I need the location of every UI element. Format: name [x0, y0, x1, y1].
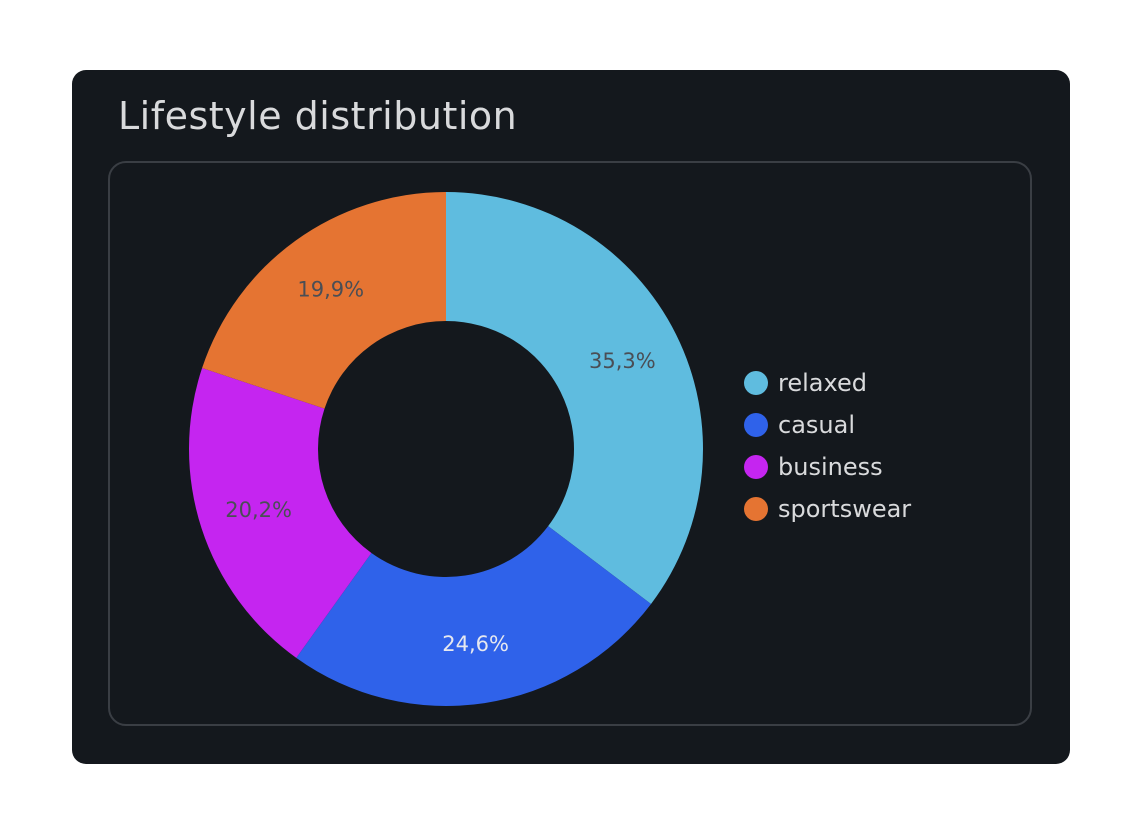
legend-item-relaxed[interactable]: relaxed — [744, 362, 911, 404]
legend-label: business — [778, 453, 883, 481]
legend-swatch — [744, 497, 768, 521]
chart-panel: 35,3% 24,6% 20,2% 19,9% relaxed casual busine… — [108, 161, 1032, 726]
donut-slice-business[interactable] — [188, 368, 372, 658]
legend-label: sportswear — [778, 495, 912, 523]
slice-label-casual: 24,6% — [442, 632, 509, 656]
donut-slice-sportswear[interactable] — [202, 192, 446, 409]
donut-slice-relaxed[interactable] — [446, 192, 703, 604]
slice-label-relaxed: 35,3% — [589, 349, 656, 373]
card-title: Lifestyle distribution — [118, 94, 518, 138]
legend-item-business[interactable]: business — [744, 446, 911, 488]
donut-chart: 35,3% 24,6% 20,2% 19,9% — [188, 192, 703, 706]
slice-label-business: 20,2% — [225, 498, 292, 522]
legend-label: relaxed — [778, 369, 867, 397]
legend-item-sportswear[interactable]: sportswear — [744, 488, 911, 530]
legend-label: casual — [778, 411, 855, 439]
chart-card: Lifestyle distribution 35,3% 24,6% 20,2% 19… — [72, 70, 1070, 764]
donut-slice-casual[interactable] — [296, 526, 652, 706]
legend-swatch — [744, 371, 768, 395]
chart-legend: relaxed casual business sportswear — [744, 362, 911, 530]
slice-label-sportswear: 19,9% — [297, 277, 364, 301]
legend-swatch — [744, 413, 768, 437]
legend-swatch — [744, 455, 768, 479]
legend-item-casual[interactable]: casual — [744, 404, 911, 446]
